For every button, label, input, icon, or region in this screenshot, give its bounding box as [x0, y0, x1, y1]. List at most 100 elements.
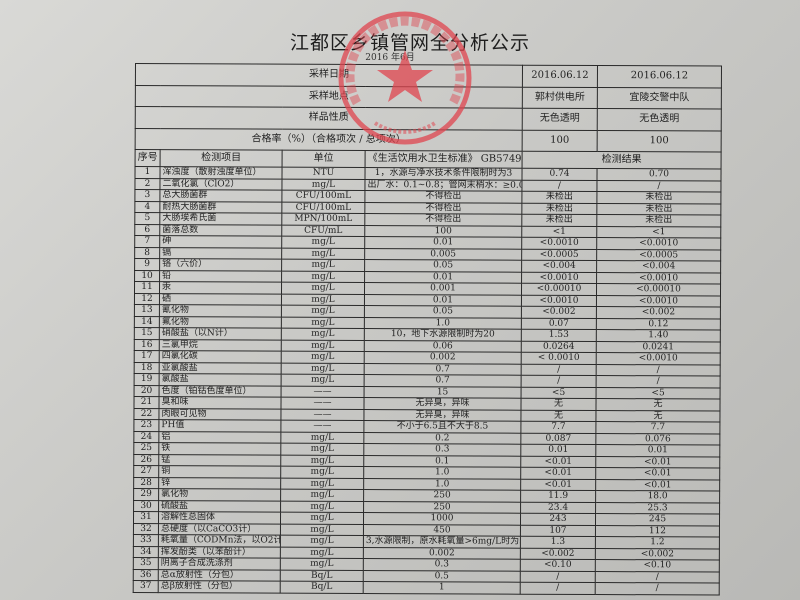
- header-row: 采样地点 郭村供电所 宜陵交警中队: [135, 85, 722, 110]
- cell-seq: 30: [133, 499, 159, 512]
- cell-unit: mg/L: [280, 523, 364, 536]
- column-header-item: 检测项目: [160, 149, 283, 168]
- cell-unit: mg/L: [280, 489, 364, 502]
- cell-unit: ——: [280, 397, 365, 410]
- cell-result-2: 无: [595, 398, 721, 411]
- cell-unit: mg/L: [281, 270, 365, 283]
- water-quality-table: 采样日期 2016.06.12 2016.06.12 采样地点 郭村供电所 宜陵交警中队样…: [133, 63, 722, 595]
- cell-result-1: <0.004: [521, 260, 597, 273]
- cell-result-2: <0.01: [595, 456, 720, 469]
- cell-standard: 不得检出: [364, 190, 522, 203]
- header-value-2: 2016.06.12: [597, 65, 722, 88]
- cell-unit: ——: [280, 420, 364, 433]
- column-header-standard: 《生活饮用水卫生标准》 GB5749: [365, 150, 523, 169]
- cell-unit: mg/L: [281, 178, 365, 191]
- cell-item: 二氧化氯（ClO2）: [159, 178, 282, 191]
- cell-result-1: <0.01: [520, 478, 596, 491]
- cell-result-1: <0.01: [520, 455, 596, 468]
- cell-item: 铜: [158, 465, 281, 478]
- cell-result-2: <0.01: [595, 467, 720, 480]
- cell-result-1: /: [520, 582, 596, 595]
- cell-result-2: 0.70: [596, 168, 722, 181]
- cell-unit: mg/L: [280, 477, 364, 490]
- cell-item: 耗氧量（CODMn法，以O2计）: [158, 534, 281, 547]
- cell-seq: 35: [133, 557, 159, 570]
- cell-result-2: <0.0010: [596, 272, 721, 285]
- cell-standard: 0.7: [364, 363, 522, 376]
- cell-unit: Bq/L: [280, 581, 364, 594]
- cell-standard: 0.01: [364, 294, 522, 307]
- cell-item: 亚氯酸盐: [159, 362, 282, 375]
- cell-result-2: /: [595, 582, 720, 595]
- cell-standard: 250: [363, 489, 521, 502]
- cell-standard: 0.01: [364, 236, 522, 249]
- cell-seq: 8: [134, 247, 160, 259]
- cell-result-1: <0.002: [521, 306, 597, 319]
- cell-item: 锌: [158, 477, 281, 490]
- cell-result-2: /: [596, 180, 721, 193]
- cell-unit: CFU/100mL: [281, 190, 365, 203]
- cell-item: PH值: [158, 419, 281, 432]
- cell-standard: 1.0: [363, 466, 521, 479]
- cell-result-2: <0.00010: [596, 283, 721, 296]
- cell-seq: 16: [134, 338, 160, 351]
- cell-result-1: < 0.0010: [521, 352, 597, 365]
- cell-result-1: 未检出: [521, 214, 597, 227]
- cell-standard: 0.01: [364, 271, 522, 284]
- cell-item: 氯酸盐: [159, 373, 282, 386]
- cell-unit: mg/L: [280, 431, 364, 444]
- cell-item: 铅: [159, 270, 282, 283]
- cell-result-1: 11.9: [520, 490, 596, 503]
- header-value-1: 2016.06.12: [522, 65, 598, 88]
- cell-result-2: 245: [595, 513, 720, 526]
- cell-result-2: <0.0010: [596, 295, 721, 308]
- cell-standard: 0.002: [363, 547, 521, 560]
- cell-unit: CFU/mL: [281, 224, 365, 237]
- cell-result-2: 未检出: [596, 203, 721, 216]
- cell-unit: mg/L: [281, 339, 365, 352]
- cell-seq: 7: [134, 235, 160, 248]
- cell-item: 氟化物: [159, 316, 282, 329]
- cell-standard: 0.05: [364, 305, 522, 318]
- cell-standard: 100: [364, 225, 522, 238]
- cell-standard: 1: [363, 581, 521, 594]
- table-row: 37 总β放射性（分包） Bq/L 1//: [133, 580, 720, 595]
- cell-item: 锰: [158, 454, 281, 467]
- cell-item: 总硬度（以CaCO3计）: [158, 523, 281, 536]
- cell-result-2: <0.0010: [596, 352, 721, 365]
- cell-seq: 34: [133, 545, 159, 558]
- cell-item: 总β放射性（分包）: [158, 580, 281, 593]
- cell-standard: 1.0: [363, 478, 521, 491]
- cell-result-2: <0.0005: [596, 249, 721, 262]
- cell-item: 硝酸盐（以N计）: [159, 327, 282, 340]
- cell-seq: 15: [134, 327, 160, 340]
- cell-result-1: 未检出: [521, 202, 597, 215]
- cell-standard: 10，地下水源限制时为20: [364, 328, 522, 341]
- cell-seq: 10: [134, 270, 160, 282]
- header-row: 合格率（%）（合格项次 / 总项次） 100 100: [135, 128, 722, 153]
- cell-item: 菌落总数: [159, 224, 282, 237]
- cell-seq: 22: [133, 407, 159, 420]
- cell-unit: mg/L: [281, 236, 365, 249]
- cell-result-2: 25.3: [595, 502, 720, 515]
- cell-standard: 0.3: [363, 558, 521, 571]
- cell-item: 砷: [159, 235, 282, 248]
- cell-item: 硒: [159, 293, 282, 306]
- cell-result-2: 7.7: [595, 421, 720, 434]
- cell-standard: 0.005: [364, 248, 522, 261]
- cell-result-1: <0.002: [520, 547, 596, 560]
- cell-seq: 18: [134, 361, 160, 374]
- cell-seq: 32: [133, 522, 159, 535]
- cell-standard: 无异臭，异味: [363, 397, 522, 410]
- cell-result-1: <0.01: [520, 467, 596, 480]
- cell-result-2: /: [596, 375, 721, 388]
- header-label: 样品性质: [135, 106, 523, 130]
- cell-result-1: /: [521, 363, 597, 376]
- cell-result-1: <0.0010: [521, 294, 597, 307]
- header-value-2: 100: [597, 130, 722, 153]
- header-label: 合格率（%）（合格项次 / 总项次）: [135, 128, 523, 152]
- cell-seq: 5: [134, 212, 160, 225]
- cell-standard: 1000: [363, 512, 521, 525]
- cell-seq: 4: [134, 201, 160, 213]
- cell-seq: 31: [133, 511, 159, 524]
